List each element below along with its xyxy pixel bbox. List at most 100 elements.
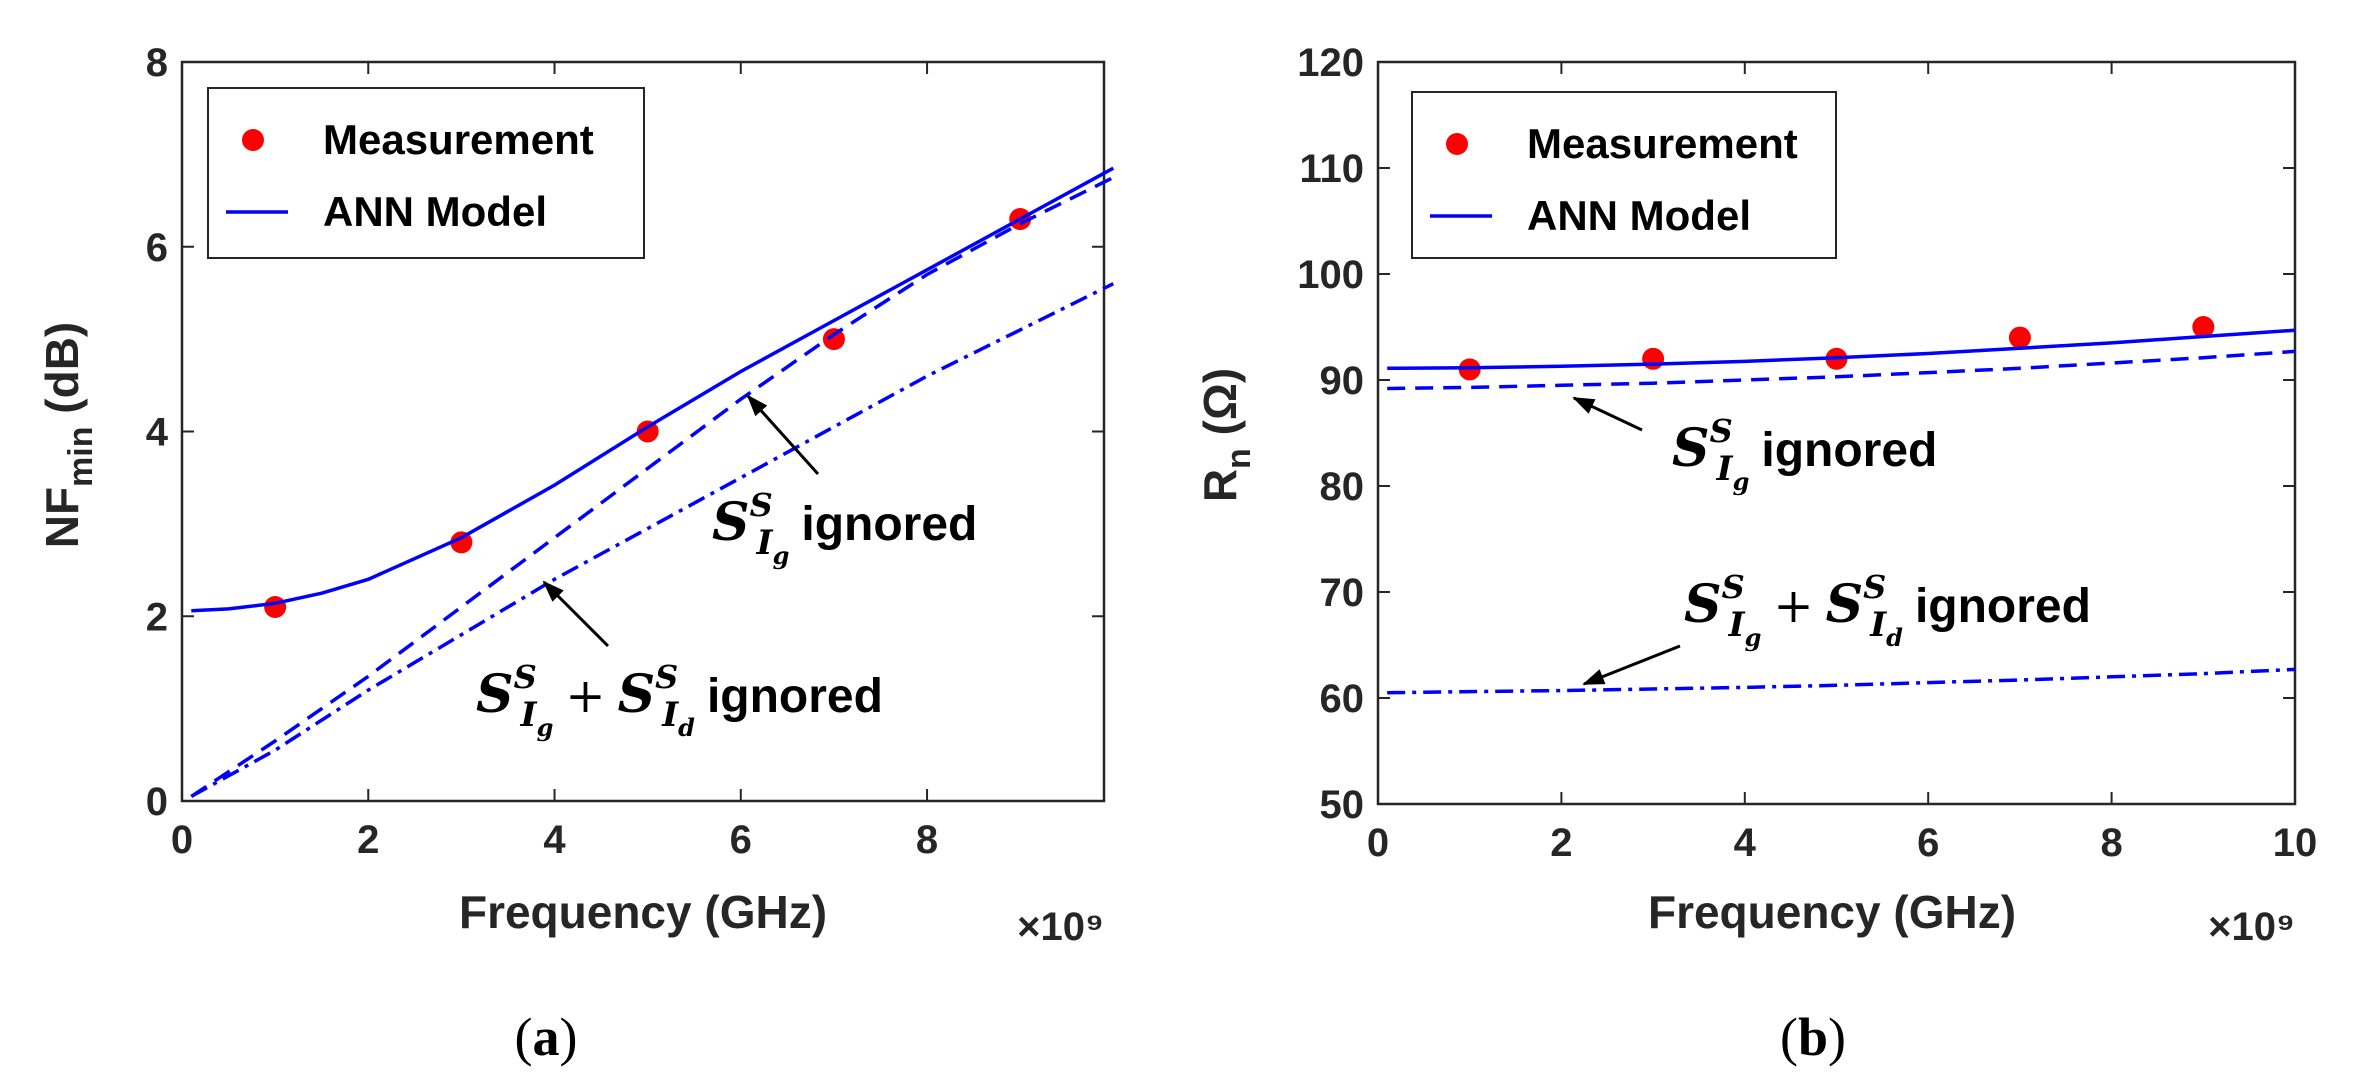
legend-label-measurement: Measurement [1527,120,1798,167]
legend-label-ann-model: ANN Model [1527,192,1751,239]
y-tick-label: 8 [146,41,168,85]
x-tick-label: 0 [171,818,193,862]
legend-label-ann-model: ANN Model [323,188,547,235]
subscript-i: I [661,695,679,735]
y-tick-label: 2 [146,595,168,639]
y-axis-label-unit: (Ω) [1194,368,1246,436]
spectral-density-symbol: S [1684,574,1722,635]
dashdot-curve [1387,667,2296,695]
y-tick-label: 50 [1320,783,1365,827]
panel-label-letter: a [533,1007,560,1067]
y-axis-label-subscript: min [62,426,100,486]
annotation-suffix: ignored [801,498,977,551]
y-axis-label-space [36,414,88,427]
subscript-index: g [1733,467,1750,496]
dashdot-curve [190,282,1115,798]
annotation-space [1814,580,1826,633]
measurement-point [2008,326,2031,349]
superscript-s: S [514,658,537,696]
panel-label-paren: ) [560,1007,578,1067]
spectral-density-symbol: S [712,492,750,553]
chart-panel-b: 0 2 4 6 8 10 50 60 70 80 90 100 110 120 Measurement ANN… [1194,41,2317,1067]
subscript-index: d [1886,623,1903,652]
y-axis-label-subscript: n [1220,448,1258,469]
annotation-arrow [1572,396,1643,432]
annotation-operator: + [1773,578,1813,634]
superscript-s: S [655,658,678,696]
plot-area-frame [1376,60,2297,806]
y-tick-label: 70 [1320,571,1365,615]
subscript-index: g [773,541,790,570]
superscript-s: S [1722,568,1745,606]
y-tick-label: 6 [146,226,168,270]
x-tick-label: 6 [730,818,752,862]
y-tick-label: 110 [1299,147,1364,191]
panel-label-letter: b [1798,1007,1828,1067]
measurement-point [822,328,845,351]
x-tick-label: 6 [1917,821,1939,865]
subscript-i: I [1728,605,1746,645]
annotation-space [695,670,707,723]
subscript-index: g [537,713,554,742]
subscript-i: I [1869,605,1887,645]
y-tick-label: 0 [146,780,168,824]
panel-label-paren: ( [515,1007,533,1067]
annotation-suffix: ignored [1761,424,1937,477]
spectral-density-symbol: S [1826,574,1864,635]
y-axis-label: Rn (Ω) [1194,368,1258,502]
dashed-curve [190,175,1115,798]
y-tick-label: 80 [1320,465,1365,509]
y-tick-label: 120 [1297,41,1364,85]
panel-label-paren: ) [1828,1007,1846,1067]
dashed-curve [1387,349,2296,391]
annotation-space [789,498,801,551]
x-tick-label: 2 [357,818,379,862]
measurement-point [2192,316,2215,338]
subscript-index: g [1745,623,1762,652]
ann-model-line [191,166,1115,613]
legend-label-measurement: Measurement [323,116,594,163]
annotation-suffix: ignored [707,670,883,723]
chart-panel-a: 0 2 4 6 8 0 2 4 6 8 Measurement ANN Model Frequency … [36,41,1115,1067]
legend-box [207,87,645,259]
x-tick-label: 8 [2100,821,2122,865]
legend-marker-measurement [1446,133,1468,155]
subscript-i: I [520,695,538,735]
x-tick-label: 8 [916,818,938,862]
y-tick-label: 90 [1320,359,1365,403]
annotation-operator: + [565,668,605,724]
panel-label-paren: ( [1780,1007,1798,1067]
panel-label: (b) [1780,1007,1846,1067]
y-axis-label: NFmin (dB) [36,322,100,549]
superscript-s: S [1710,412,1733,450]
panel-label: (a) [515,1007,578,1067]
y-axis-label-main: NF [36,487,88,548]
annotation-space [606,670,618,723]
x-axis-label: Frequency (GHz) [1648,886,2016,938]
y-tick-label: 100 [1297,253,1364,297]
x-tick-label: 4 [543,818,566,862]
y-axis-label-unit: (dB) [36,322,88,414]
measurement-point [264,596,287,619]
y-tick-label: 60 [1320,677,1365,721]
annotation-space [1761,580,1773,633]
spectral-density-symbol: S [1672,418,1710,479]
annotation-arrow [542,580,610,648]
superscript-s: S [1863,568,1886,606]
subscript-i: I [1716,449,1734,489]
subscript-index: d [678,713,695,742]
y-axis-label-space [1194,435,1246,448]
legend-box [1411,91,1837,259]
x-tick-label: 4 [1734,821,1757,865]
x-tick-label: 2 [1550,821,1572,865]
x-axis-multiplier: ×10⁹ [2208,905,2295,949]
annotation-space [1903,580,1915,633]
annotation-space [1749,424,1761,477]
measurement-point [1642,347,1665,370]
annotation-suffix: ignored [1915,580,2091,633]
